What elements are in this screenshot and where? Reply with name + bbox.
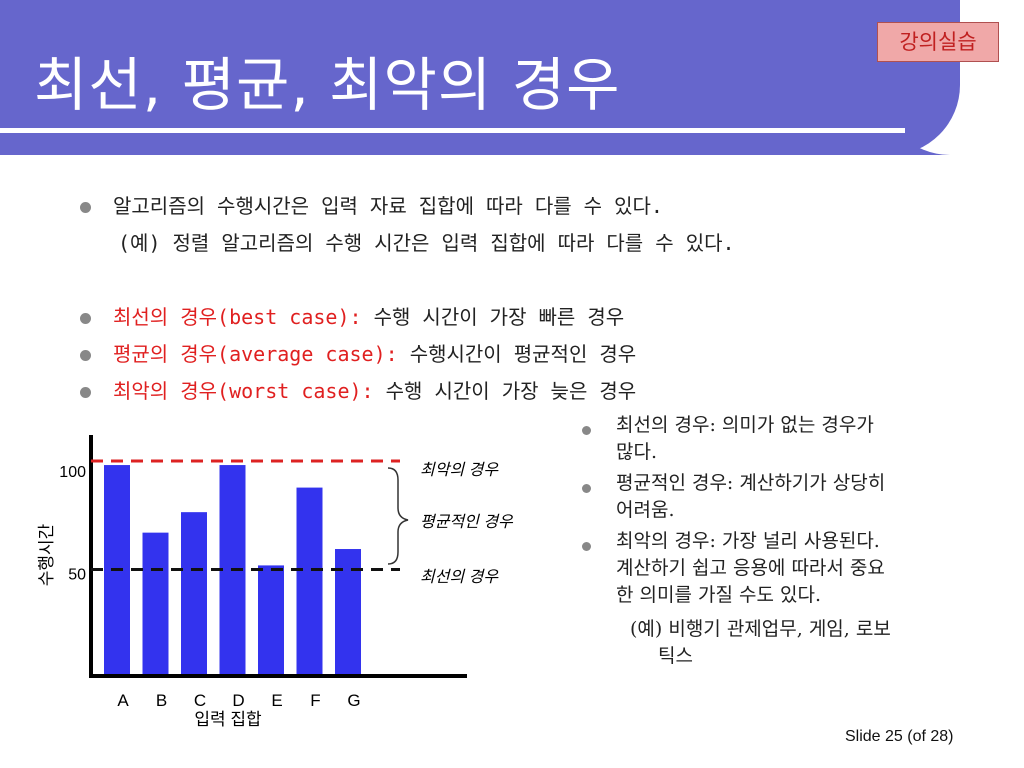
bar-C xyxy=(181,512,207,676)
bar-chart: 최악의 경우 평균적인 경우 최선의 경우 100 50 A B C D E F G 입력 집… xyxy=(37,435,514,729)
best-desc: 수행 시간이 가장 빠른 경우 xyxy=(373,305,625,329)
y-tick-labels: 100 50 xyxy=(59,464,86,583)
y-tick-100: 100 xyxy=(59,464,86,481)
intro-line-2: (예) 정렬 알고리즘의 수행 시간은 입력 집합에 따라 다를 수 있다. xyxy=(118,231,735,255)
x-tick-D: D xyxy=(232,691,244,710)
bar-B xyxy=(142,532,169,676)
best-annotation: 최선의 경우 xyxy=(420,568,499,586)
note-4-line-1: (예) 비행기 관제업무, 게임, 로보 xyxy=(630,618,891,640)
y-axis-label: 수행시간 xyxy=(37,523,56,586)
x-tick-F: F xyxy=(310,691,320,710)
avg-label: 평균의 경우(average case): xyxy=(113,342,398,366)
best-label: 최선의 경우(best case): xyxy=(113,305,362,329)
avg-desc: 수행시간이 평균적인 경우 xyxy=(409,342,637,366)
note-3-line-3: 한 의미를 가질 수도 있다. xyxy=(616,584,821,606)
bullet-intro-example: (예) 정렬 알고리즘의 수행 시간은 입력 집합에 따라 다를 수 있다. xyxy=(118,227,735,256)
lab-badge[interactable]: 강의실습 xyxy=(877,22,999,62)
worst-label: 최악의 경우(worst case): xyxy=(113,379,374,403)
x-tick-B: B xyxy=(156,691,167,710)
bullet-intro: 알고리즘의 수행시간은 입력 자료 집합에 따라 다를 수 있다. xyxy=(80,190,663,219)
x-tick-C: C xyxy=(194,691,206,710)
y-tick-50: 50 xyxy=(68,567,86,584)
note-2: 평균적인 경우: 계산하기가 상당히 어려움. xyxy=(616,470,885,524)
bullet-best: 최선의 경우(best case): 수행 시간이 가장 빠른 경우 xyxy=(80,301,624,330)
bullet-average: 평균의 경우(average case): 수행시간이 평균적인 경우 xyxy=(80,338,636,367)
bullet-worst: 최악의 경우(worst case): 수행 시간이 가장 늦은 경우 xyxy=(80,375,636,404)
slide-footer: Slide 25 (of 28) xyxy=(845,728,954,745)
bars-group xyxy=(104,465,361,676)
x-tick-labels: A B C D E F G xyxy=(117,691,360,710)
note-4-line-2: 틱스 xyxy=(658,645,693,667)
title-underline xyxy=(0,128,905,133)
worst-desc: 수행 시간이 가장 늦은 경우 xyxy=(385,379,637,403)
bullet-dot-icon xyxy=(80,387,91,398)
note-dot-icon xyxy=(582,426,591,435)
note-1: 최선의 경우: 의미가 없는 경우가 많다. xyxy=(616,412,874,466)
x-axis-label: 입력 집합 xyxy=(194,710,262,729)
bullet-dot-icon xyxy=(80,350,91,361)
note-3-line-2: 계산하기 쉽고 응용에 따라서 중요 xyxy=(616,557,885,579)
x-tick-E: E xyxy=(271,691,282,710)
bullet-dot-icon xyxy=(80,313,91,324)
slide-title: 최선, 평균, 최악의 경우 xyxy=(34,51,621,119)
note-2-line-2: 어려움. xyxy=(616,499,675,521)
intro-line-1: 알고리즘의 수행시간은 입력 자료 집합에 따라 다를 수 있다. xyxy=(113,194,663,218)
note-1-line-1: 최선의 경우: 의미가 없는 경우가 xyxy=(616,414,874,436)
note-dot-icon xyxy=(582,484,591,493)
note-3-line-1: 최악의 경우: 가장 널리 사용된다. xyxy=(616,530,880,552)
note-dot-icon xyxy=(582,542,591,551)
note-3: 최악의 경우: 가장 널리 사용된다. 계산하기 쉽고 응용에 따라서 중요 한… xyxy=(616,528,885,609)
brace-icon xyxy=(387,467,409,565)
note-4: (예) 비행기 관제업무, 게임, 로보 틱스 xyxy=(630,616,891,670)
worst-annotation: 최악의 경우 xyxy=(420,461,499,479)
x-tick-A: A xyxy=(117,691,129,710)
x-tick-G: G xyxy=(347,691,360,710)
note-1-line-2: 많다. xyxy=(616,441,657,463)
bullet-dot-icon xyxy=(80,202,91,213)
bar-F xyxy=(296,487,323,676)
avg-annotation: 평균적인 경우 xyxy=(420,513,514,531)
bar-E xyxy=(258,565,284,676)
note-2-line-1: 평균적인 경우: 계산하기가 상당히 xyxy=(616,472,886,494)
